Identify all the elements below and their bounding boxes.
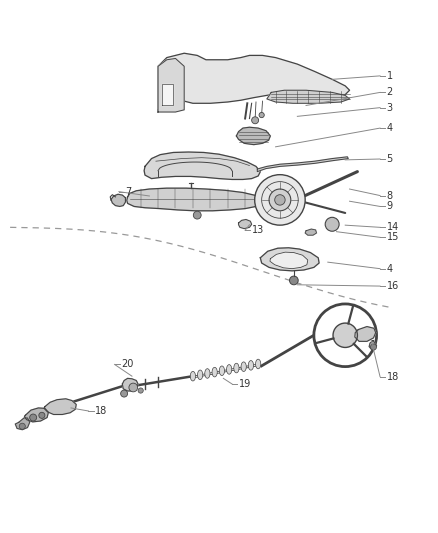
Text: 18: 18 <box>95 406 107 416</box>
Text: 18: 18 <box>387 372 399 382</box>
Circle shape <box>39 413 45 418</box>
Text: 2: 2 <box>387 87 393 98</box>
Text: 20: 20 <box>121 359 134 369</box>
Circle shape <box>19 423 25 429</box>
Text: 4: 4 <box>387 123 393 133</box>
Text: 5: 5 <box>387 154 393 164</box>
Circle shape <box>252 117 258 124</box>
Polygon shape <box>44 399 76 415</box>
Ellipse shape <box>219 366 225 376</box>
Circle shape <box>325 217 339 231</box>
Text: 4: 4 <box>387 264 393 273</box>
Polygon shape <box>111 194 125 206</box>
Polygon shape <box>158 59 184 112</box>
Ellipse shape <box>190 372 195 381</box>
Polygon shape <box>270 252 308 269</box>
Text: 15: 15 <box>387 232 399 243</box>
Circle shape <box>120 390 127 397</box>
Polygon shape <box>144 152 260 180</box>
Polygon shape <box>257 157 348 172</box>
Text: 8: 8 <box>387 191 393 200</box>
Polygon shape <box>260 248 319 271</box>
Text: 7: 7 <box>125 187 132 197</box>
Polygon shape <box>369 341 377 349</box>
Text: 13: 13 <box>252 225 264 236</box>
Polygon shape <box>239 220 252 229</box>
Polygon shape <box>127 188 262 211</box>
Text: 16: 16 <box>387 281 399 291</box>
Text: 19: 19 <box>239 379 251 389</box>
Circle shape <box>138 388 143 393</box>
Ellipse shape <box>241 362 246 372</box>
Polygon shape <box>25 408 48 422</box>
Polygon shape <box>158 53 350 112</box>
Polygon shape <box>237 127 270 144</box>
Circle shape <box>269 189 291 211</box>
Text: 1: 1 <box>387 71 393 81</box>
Polygon shape <box>162 84 173 106</box>
Polygon shape <box>305 229 317 235</box>
Ellipse shape <box>226 365 232 374</box>
Circle shape <box>371 344 377 350</box>
Circle shape <box>30 414 37 421</box>
Circle shape <box>275 195 285 205</box>
Polygon shape <box>122 378 138 391</box>
Text: 3: 3 <box>387 103 393 112</box>
Text: 9: 9 <box>387 201 393 212</box>
Ellipse shape <box>248 360 254 370</box>
Ellipse shape <box>234 364 239 373</box>
Ellipse shape <box>198 370 203 379</box>
Ellipse shape <box>212 367 217 377</box>
Circle shape <box>193 211 201 219</box>
Circle shape <box>259 112 264 118</box>
Ellipse shape <box>205 369 210 378</box>
Circle shape <box>254 175 305 225</box>
Circle shape <box>333 323 357 348</box>
Circle shape <box>129 383 138 392</box>
Polygon shape <box>355 327 376 341</box>
Circle shape <box>290 276 298 285</box>
Text: 14: 14 <box>387 222 399 232</box>
Polygon shape <box>15 418 30 430</box>
Ellipse shape <box>255 359 261 369</box>
Polygon shape <box>267 90 350 103</box>
